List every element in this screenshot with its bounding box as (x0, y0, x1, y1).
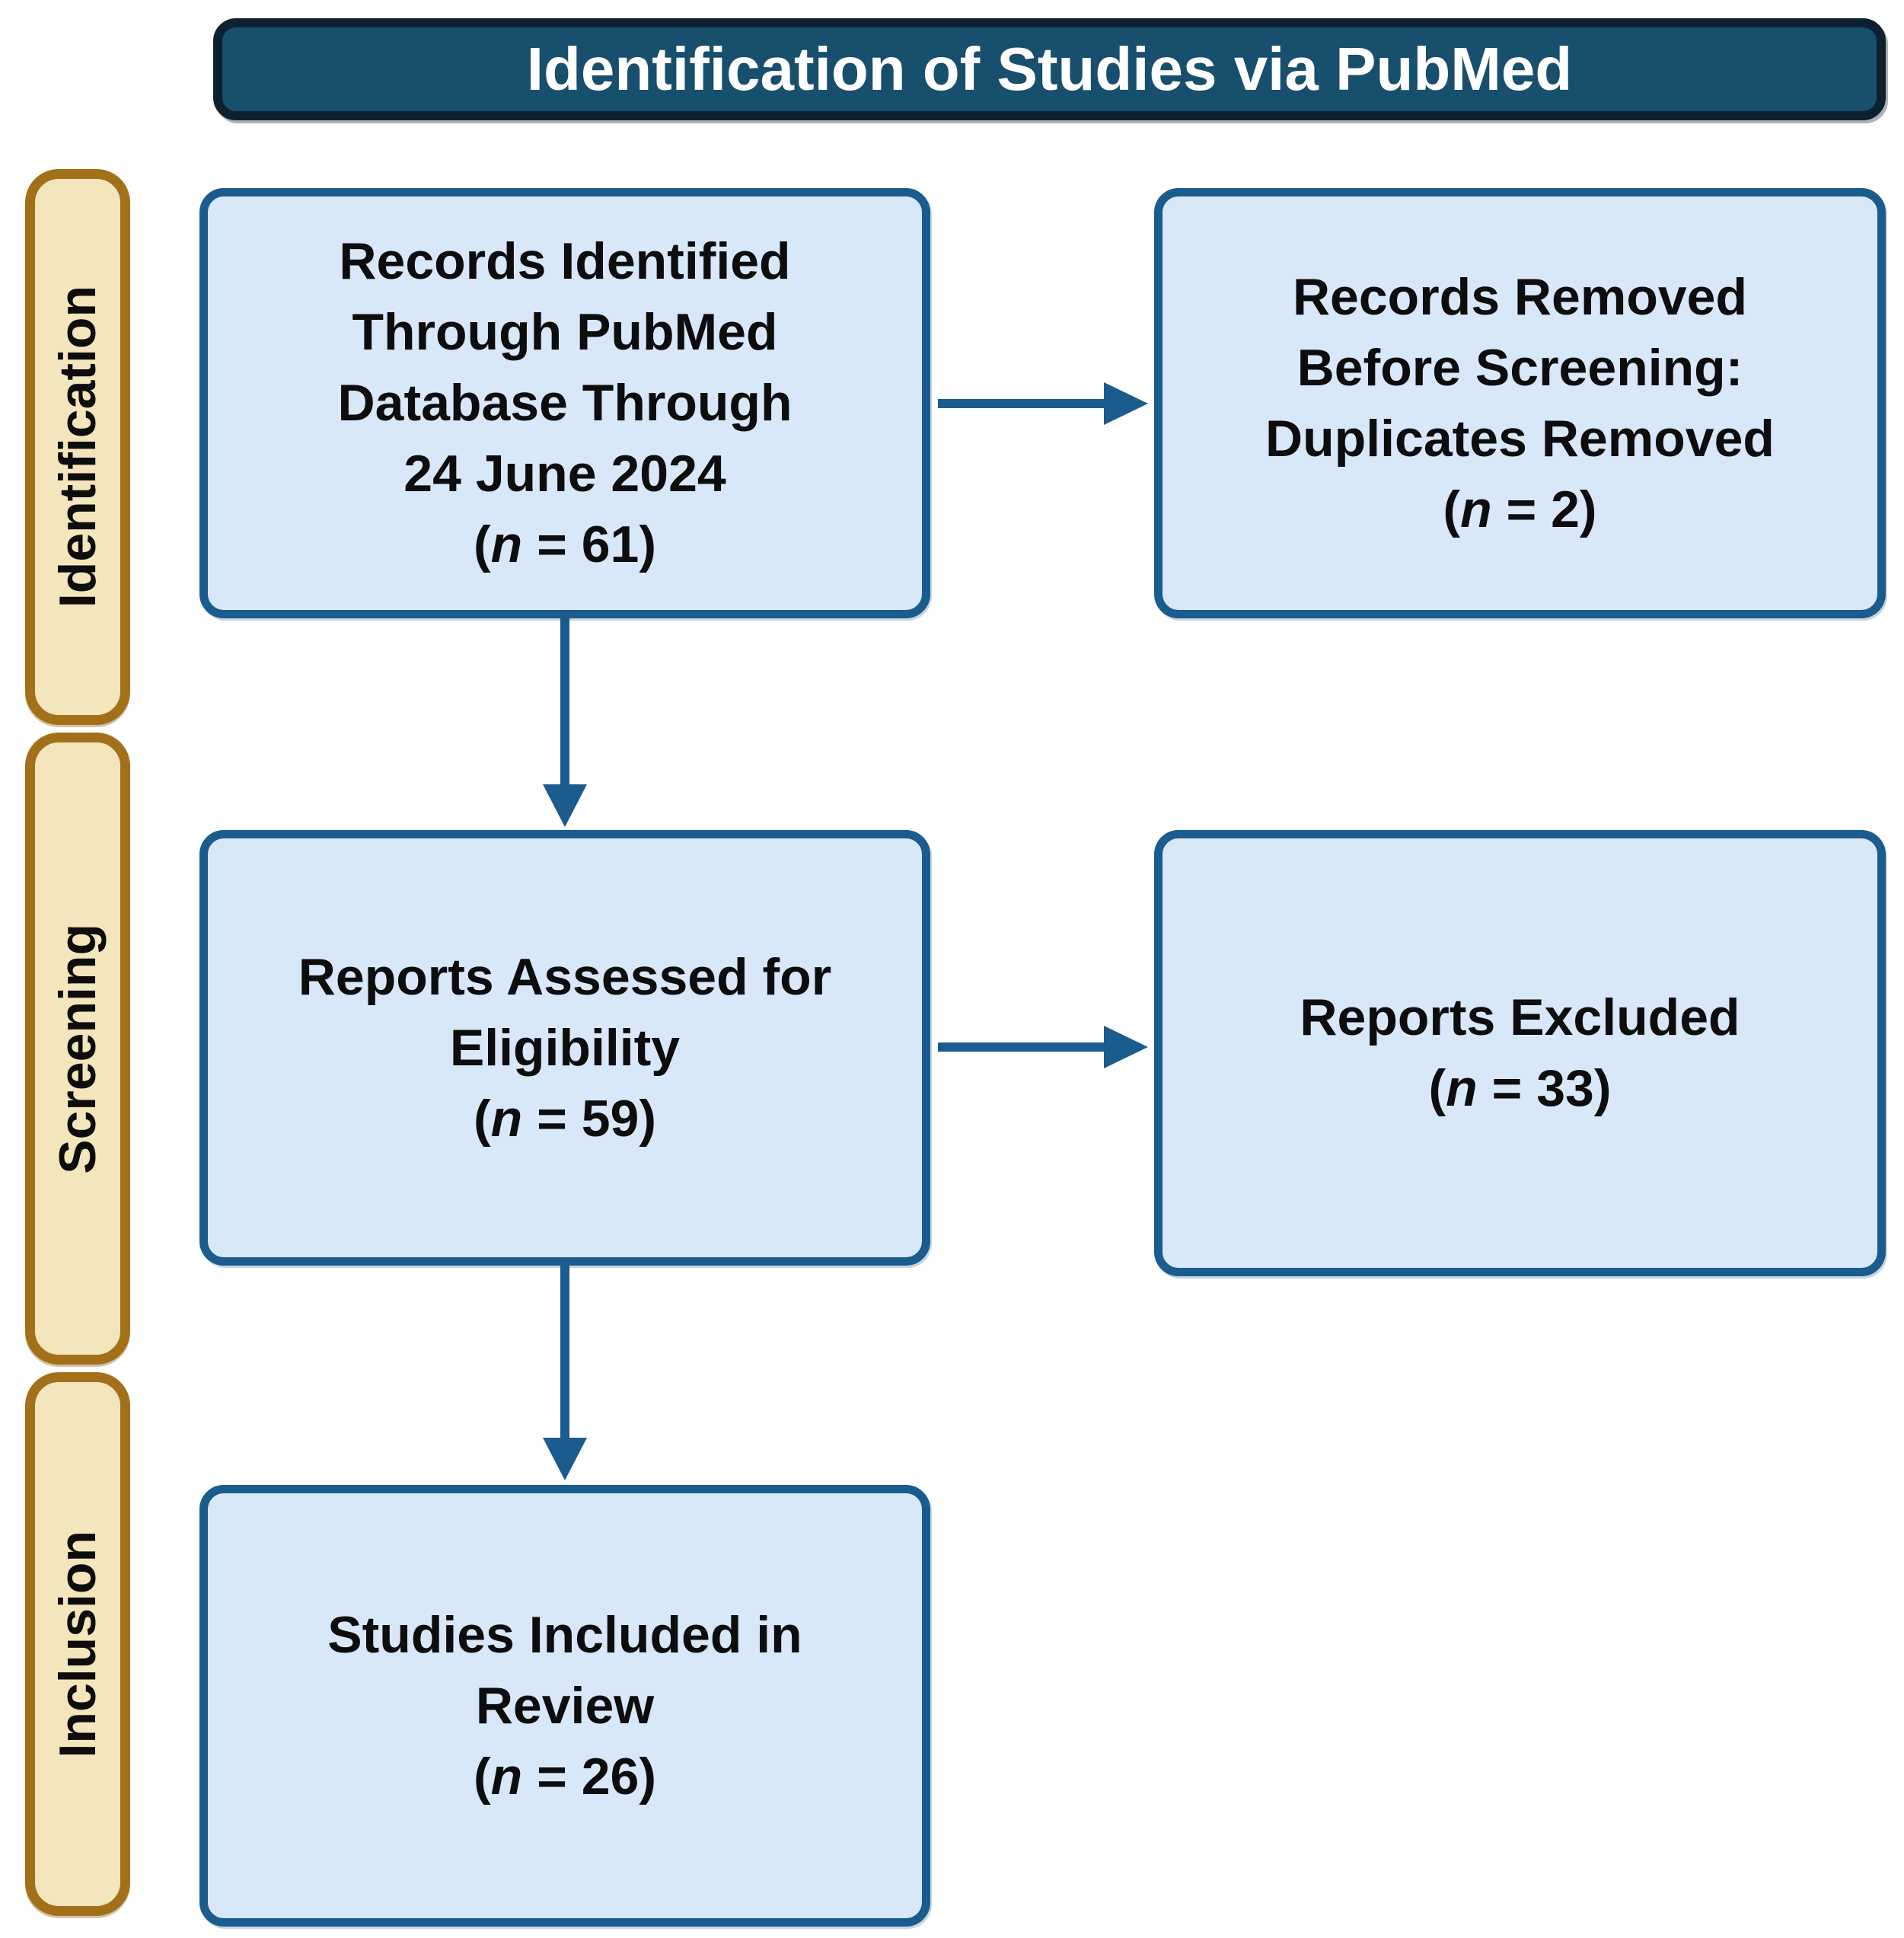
box-text-line: Studies Included in (327, 1605, 802, 1664)
flow-box-records-removed: Records Removed Before Screening: Duplic… (1154, 188, 1886, 618)
box-text-line: Records Removed (1292, 267, 1748, 326)
tab-label-screening: Screening (49, 923, 107, 1174)
arrow-shaft (938, 399, 1107, 408)
flow-box-studies-included: Studies Included in Review (n = 26) (199, 1485, 930, 1927)
sidebar-tab-identification: Identification (25, 169, 130, 725)
n-symbol: n (1460, 480, 1492, 538)
box-count-line: (n = 2) (1265, 474, 1775, 545)
box-count-line: (n = 33) (1300, 1053, 1740, 1124)
n-symbol: n (490, 516, 523, 573)
arrow-shaft (938, 1042, 1107, 1052)
flow-box-reports-excluded: Reports Excluded (n = 33) (1154, 830, 1886, 1276)
box-text-reports-excluded: Reports Excluded (n = 33) (1300, 982, 1740, 1124)
arrow-right-icon (1104, 382, 1148, 425)
page-title: Identification of Studies via PubMed (526, 35, 1573, 103)
sidebar-tab-inclusion: Inclusion (25, 1372, 130, 1916)
box-text-studies-included: Studies Included in Review (n = 26) (327, 1600, 802, 1812)
count-rest: = 2) (1491, 480, 1597, 538)
n-symbol: n (1446, 1059, 1478, 1117)
box-text-records-removed: Records Removed Before Screening: Duplic… (1265, 262, 1775, 545)
box-text-line: Records Identified (339, 232, 791, 290)
sidebar-tab-screening: Screening (25, 733, 130, 1365)
count-rest: = 59) (522, 1089, 656, 1148)
n-symbol: n (490, 1747, 523, 1806)
box-text-line: Eligibility (449, 1018, 681, 1077)
count-rest: = 26) (522, 1747, 656, 1806)
arrow-shaft (560, 1266, 569, 1441)
count-open: ( (474, 1747, 491, 1806)
count-open: ( (474, 516, 491, 573)
count-open: ( (1443, 480, 1461, 538)
header-bar: Identification of Studies via PubMed (213, 18, 1886, 120)
box-count-line: (n = 59) (298, 1084, 831, 1154)
box-text-line: Reports Assessed for (298, 947, 832, 1006)
box-count-line: (n = 26) (327, 1742, 802, 1812)
flow-box-records-identified: Records Identified Through PubMed Databa… (199, 188, 930, 618)
box-text-line: 24 June 2024 (403, 445, 726, 503)
box-text-line: Review (475, 1676, 655, 1735)
arrow-right-icon (1104, 1026, 1148, 1068)
box-text-line: Before Screening: (1296, 338, 1743, 397)
box-text-reports-assessed: Reports Assessed for Eligibility (n = 59… (298, 942, 831, 1154)
n-symbol: n (490, 1089, 523, 1148)
arrow-shaft (560, 618, 569, 787)
box-text-line: Reports Excluded (1300, 988, 1740, 1046)
arrow-down-icon (543, 1438, 587, 1480)
box-text-records-identified: Records Identified Through PubMed Databa… (338, 226, 793, 580)
tab-label-identification: Identification (49, 286, 107, 608)
box-text-line: Duplicates Removed (1265, 409, 1775, 468)
box-count-line: (n = 61) (338, 509, 793, 580)
tab-label-inclusion: Inclusion (49, 1530, 107, 1758)
arrow-down-icon (543, 784, 587, 827)
count-open: ( (1428, 1059, 1446, 1117)
count-open: ( (474, 1089, 491, 1148)
count-rest: = 61) (522, 516, 656, 573)
box-text-line: Database Through (337, 374, 793, 432)
flow-box-reports-assessed: Reports Assessed for Eligibility (n = 59… (199, 830, 930, 1266)
box-text-line: Through PubMed (352, 303, 778, 361)
count-rest: = 33) (1477, 1059, 1612, 1117)
